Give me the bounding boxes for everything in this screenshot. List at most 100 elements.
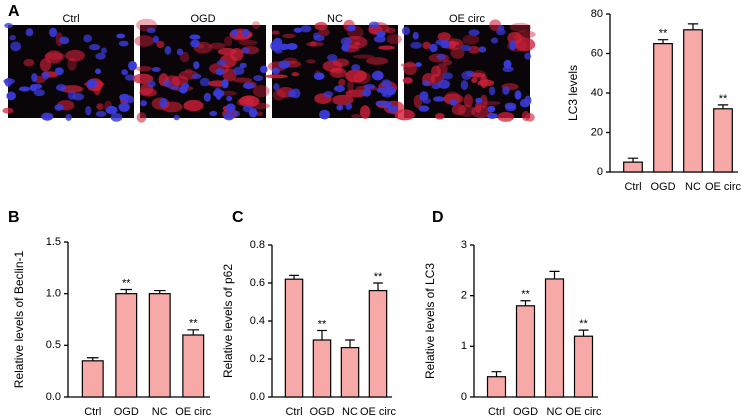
nucleus	[272, 42, 282, 51]
nucleus	[94, 68, 102, 75]
nucleus	[116, 33, 126, 39]
nucleus	[326, 54, 338, 62]
nucleus	[223, 112, 235, 121]
nucleus	[519, 99, 530, 108]
bar	[653, 43, 673, 173]
nucleus	[436, 53, 446, 61]
y-tick-label: 0.0	[250, 391, 265, 403]
nucleus	[381, 79, 392, 88]
nucleus	[486, 113, 498, 119]
nucleus	[59, 36, 70, 45]
nucleus	[54, 67, 64, 76]
red-stain	[282, 33, 296, 39]
nucleus	[363, 83, 376, 90]
nucleus	[433, 96, 445, 102]
y-tick-label: 0.4	[250, 315, 265, 327]
nucleus	[415, 62, 422, 68]
nucleus	[100, 47, 107, 54]
nucleus	[300, 25, 312, 33]
x-tick-label: OE circ	[360, 406, 397, 418]
y-tick-label: 3	[461, 239, 467, 251]
nucleus	[401, 26, 411, 36]
red-stain	[386, 34, 402, 45]
nucleus	[313, 35, 325, 42]
significance: **	[659, 28, 668, 40]
nucleus	[55, 84, 67, 92]
nucleus	[86, 79, 97, 89]
nucleus	[3, 78, 16, 85]
nucleus	[488, 86, 496, 96]
error-bar	[289, 274, 299, 280]
error-bar	[578, 329, 589, 337]
nucleus	[387, 105, 399, 113]
bar	[515, 305, 536, 398]
significance: **	[579, 318, 588, 330]
red-stain	[463, 94, 473, 108]
red-stain	[271, 30, 280, 35]
error-bar	[345, 339, 355, 348]
red-stain	[306, 59, 316, 64]
nucleus	[239, 62, 247, 69]
nucleus	[442, 72, 453, 80]
nucleus	[412, 31, 419, 40]
bar	[148, 293, 171, 398]
x-tick-label: OE circ	[565, 406, 602, 418]
red-stain	[435, 113, 445, 120]
bar	[544, 278, 565, 398]
red-stain	[139, 88, 158, 97]
nucleus	[65, 113, 72, 121]
micrograph	[394, 19, 536, 122]
nucleus	[233, 110, 241, 117]
nucleus	[435, 39, 446, 46]
red-stain	[220, 90, 237, 96]
error-bar	[491, 371, 502, 377]
nucleus	[313, 72, 325, 80]
y-axis-label: LC3 levels	[566, 65, 580, 121]
micrograph	[2, 22, 137, 122]
nucleus	[362, 88, 372, 97]
nucleus	[164, 45, 172, 55]
bar	[81, 360, 104, 398]
nucleus	[159, 97, 168, 108]
panel-label: C	[232, 209, 244, 226]
nucleus	[490, 37, 499, 44]
y-tick-label: 2	[461, 290, 467, 302]
red-stain	[309, 41, 317, 47]
red-stain	[436, 63, 448, 76]
nucleus	[95, 52, 106, 60]
nucleus	[162, 79, 173, 88]
nucleus	[478, 46, 487, 53]
nucleus	[110, 112, 123, 122]
image-label: Ctrl	[62, 13, 79, 25]
nucleus	[509, 40, 517, 51]
nucleus	[83, 34, 93, 43]
nucleus	[241, 47, 250, 54]
nucleus	[419, 91, 429, 101]
red-stain	[96, 103, 104, 111]
nucleus	[504, 102, 517, 110]
red-stain	[479, 94, 488, 108]
nucleus	[214, 87, 222, 97]
nucleus	[152, 35, 159, 44]
x-tick-label: Ctrl	[624, 181, 641, 193]
bar	[340, 347, 360, 398]
nucleus	[475, 97, 483, 104]
red-stain	[179, 51, 190, 63]
nucleus	[124, 95, 135, 104]
x-tick-label: Ctrl	[285, 406, 302, 418]
red-stain	[457, 104, 476, 117]
panel-label: D	[432, 209, 444, 226]
red-stain	[65, 49, 85, 62]
nucleus	[170, 85, 180, 91]
red-stain	[365, 57, 389, 65]
red-stain	[236, 98, 244, 106]
nucleus	[215, 68, 225, 76]
nucleus	[146, 27, 156, 34]
bar	[486, 376, 507, 398]
nucleus	[487, 105, 496, 113]
bar	[284, 278, 304, 398]
nucleus	[524, 52, 532, 60]
y-tick-label: 0	[597, 166, 603, 178]
error-bar	[687, 23, 699, 30]
red-stain	[442, 59, 452, 66]
